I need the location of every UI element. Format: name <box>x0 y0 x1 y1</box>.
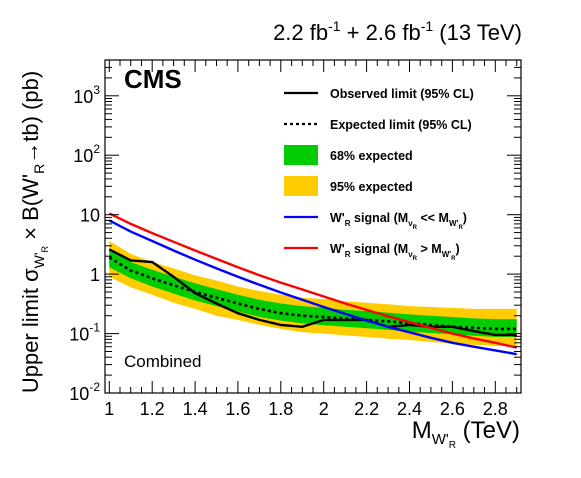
legend-entry: W'R signal (MνR << MW'R) <box>284 211 467 231</box>
legend-entry: 95% expected <box>284 176 413 196</box>
legend-label: W'R signal (MνR > MW'R) <box>330 242 460 262</box>
x-tick-label: 1.4 <box>183 399 208 419</box>
x-tick-label: 2.4 <box>397 399 422 419</box>
legend-label: W'R signal (MνR << MW'R) <box>330 211 467 231</box>
y-tick-label: 10 <box>80 206 100 226</box>
legend-entry: 68% expected <box>284 145 413 165</box>
x-axis: 1 1.2 1.4 1.6 1.8 2 2.2 2.4 2.6 2.8 <box>104 60 518 419</box>
y-tick-label: 1 <box>90 265 100 285</box>
x-tick-label: 2.8 <box>483 399 508 419</box>
region-label: Combined <box>124 352 202 371</box>
legend-label: Observed limit (95% CL) <box>330 87 474 101</box>
y-tick-label: 102 <box>73 142 100 166</box>
x-tick-label: 2.6 <box>440 399 465 419</box>
expected-limit-line <box>108 256 517 331</box>
signal-red-line <box>108 212 517 349</box>
legend: Observed limit (95% CL) Expected limit (9… <box>284 87 474 262</box>
lumi-header: 2.2 fb-1 + 2.6 fb-1 (13 TeV) <box>273 18 522 45</box>
legend-label: Expected limit (95% CL) <box>330 118 472 132</box>
legend-entry: Observed limit (95% CL) <box>284 87 474 101</box>
x-tick-label: 1.6 <box>225 399 250 419</box>
y-axis-label: Upper limit σW'R × B(W'R→tb) (pb) <box>18 71 50 393</box>
legend-label: 68% expected <box>330 149 413 163</box>
x-tick-label: 1 <box>104 399 114 419</box>
y-tick-label: 10-1 <box>69 321 100 345</box>
experiment-label: CMS <box>124 64 182 94</box>
legend-entry: Expected limit (95% CL) <box>284 118 472 132</box>
band-68-expected <box>109 249 517 337</box>
x-tick-label: 1.8 <box>268 399 293 419</box>
legend-swatch <box>284 176 318 196</box>
legend-swatch <box>284 145 318 165</box>
y-axis: 10-2 10-1 1 10 102 103 <box>69 59 521 404</box>
x-tick-label: 2.2 <box>354 399 379 419</box>
legend-label: 95% expected <box>330 180 413 194</box>
plot-area <box>108 212 517 356</box>
y-tick-label: 10-2 <box>69 380 100 404</box>
x-axis-label: MW'R (TeV) <box>412 417 520 451</box>
signal-blue-line <box>108 219 517 356</box>
y-tick-label: 103 <box>73 83 100 107</box>
x-tick-label: 1.2 <box>140 399 165 419</box>
x-tick-label: 2 <box>319 399 329 419</box>
legend-entry: W'R signal (MνR > MW'R) <box>284 242 460 262</box>
